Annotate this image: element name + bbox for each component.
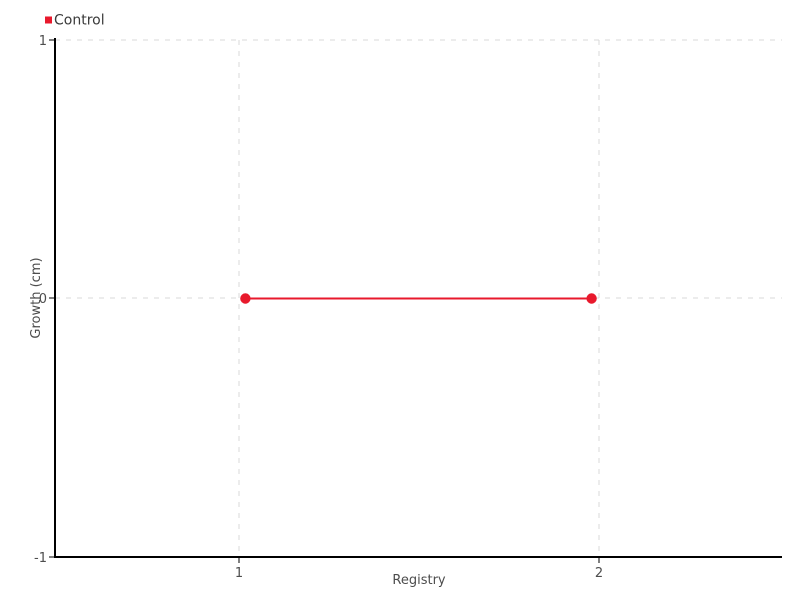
y-axis-title: Growth (cm) (29, 257, 44, 338)
x-ticklabel-right: 2 (595, 566, 603, 581)
y-ticklabels: 1 0 -1 (34, 34, 47, 566)
x-ticklabels: 1 2 (235, 566, 603, 581)
x-ticklabel-left: 1 (235, 566, 243, 581)
legend: Control (45, 13, 105, 29)
x-axis-title: Registry (392, 573, 446, 588)
legend-swatch-control (45, 16, 52, 24)
y-ticklabel-mid: 0 (39, 292, 47, 307)
series-control-point-1 (240, 293, 251, 304)
y-ticklabel-top: 1 (39, 34, 47, 49)
series-control (240, 293, 597, 304)
y-ticklabel-bottom: -1 (34, 551, 47, 566)
y-tickmarks (49, 39, 55, 558)
series-control-point-2 (586, 293, 597, 304)
legend-label-control: Control (54, 13, 105, 29)
x-tickmarks (238, 557, 600, 563)
